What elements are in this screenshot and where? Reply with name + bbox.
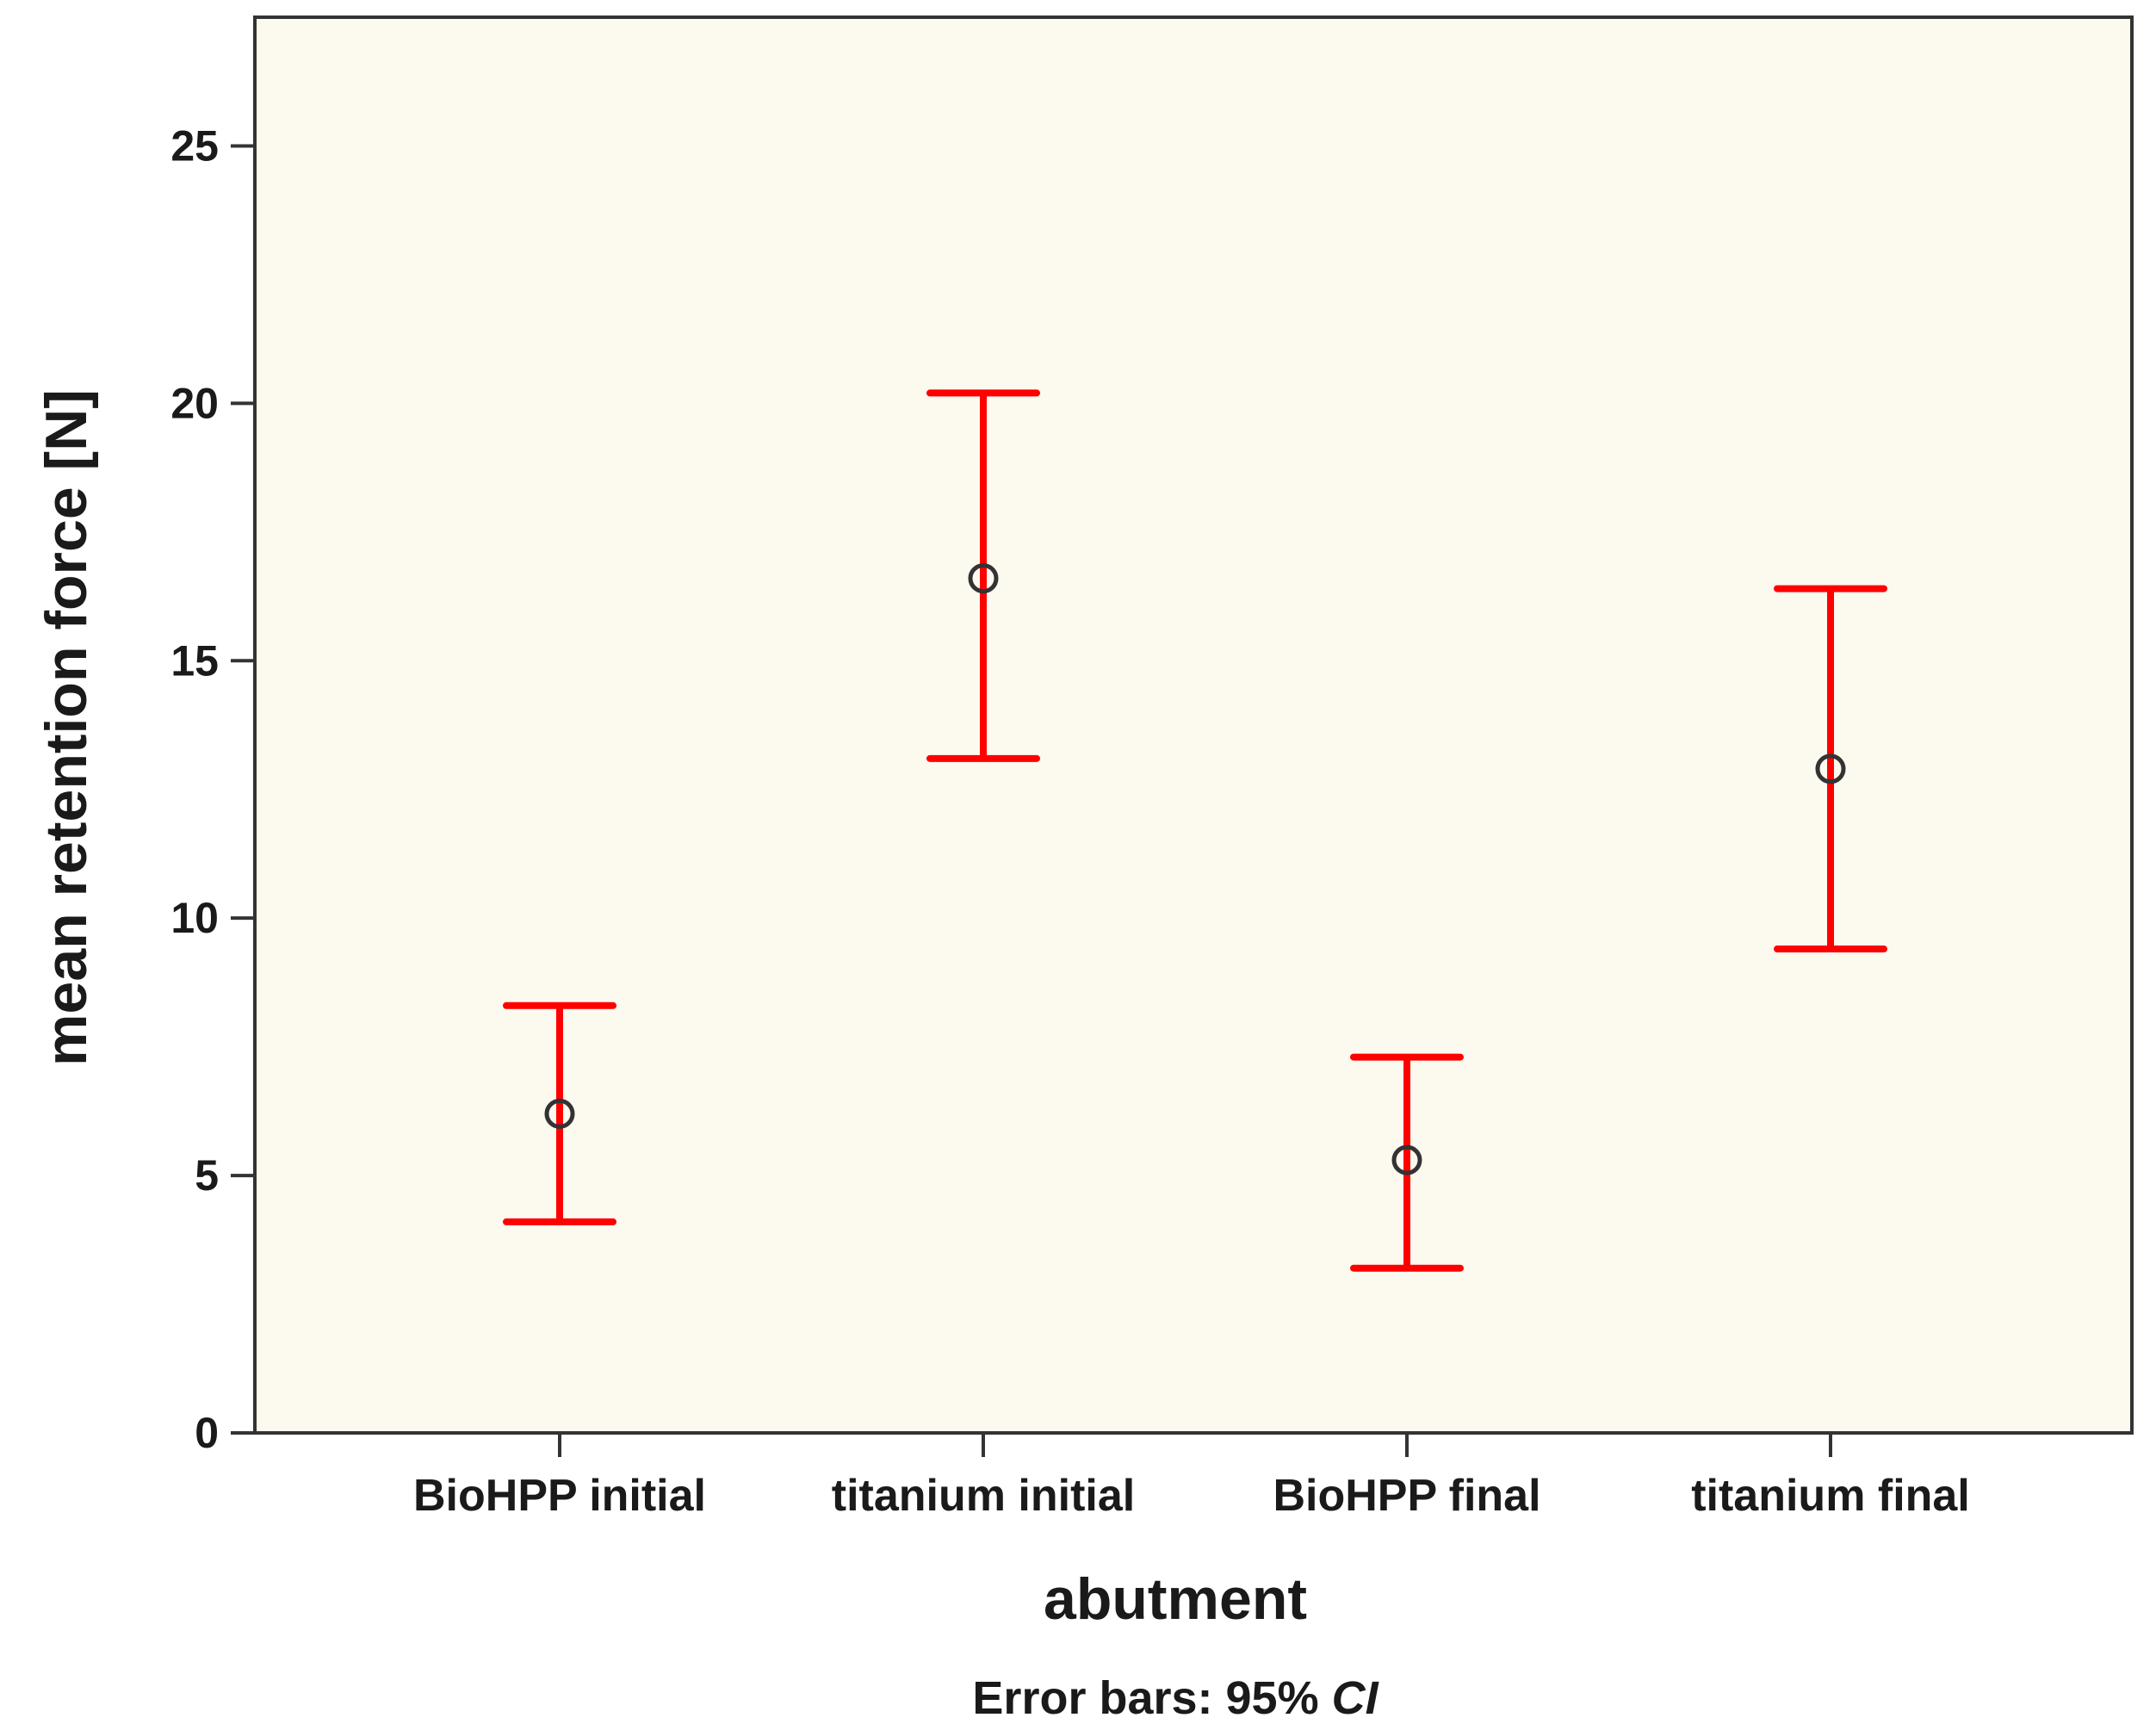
error-bar-group [1350, 1053, 1464, 1272]
error-bar-group [926, 389, 1040, 762]
x-axis-title: abutment [1044, 1566, 1307, 1632]
error-bars-footnote: Error bars: 95% CI [972, 1672, 1378, 1724]
mean-marker [1815, 753, 1846, 784]
x-axis: BioHPP initial titanium initial BioHPP fin… [413, 1433, 1970, 1521]
y-axis-title: mean retention force [N] [34, 389, 99, 1066]
error-bar-group [1774, 585, 1887, 953]
y-axis: 0 5 10 15 20 25 [170, 121, 255, 1457]
footnote-prefix: Error bars: 95% [972, 1672, 1331, 1724]
mean-marker [544, 1098, 575, 1129]
x-tick-label: titanium final [1691, 1471, 1970, 1521]
x-tick-label: BioHPP initial [413, 1471, 706, 1521]
error-bar-group [503, 1001, 616, 1225]
x-tick-label: BioHPP final [1273, 1471, 1540, 1521]
y-tick-label: 10 [170, 894, 219, 942]
error-bar-marks [503, 389, 1887, 1272]
y-tick-label: 20 [170, 379, 219, 427]
footnote-ci: CI [1332, 1672, 1379, 1724]
x-tick-label: titanium initial [832, 1471, 1135, 1521]
mean-marker [1391, 1144, 1422, 1175]
plot-area [253, 16, 2134, 1435]
y-tick-label: 25 [170, 121, 219, 170]
y-tick-label: 5 [195, 1151, 219, 1200]
y-tick-label: 15 [170, 636, 219, 685]
y-tick-label: 0 [195, 1409, 219, 1457]
mean-marker [968, 563, 999, 594]
